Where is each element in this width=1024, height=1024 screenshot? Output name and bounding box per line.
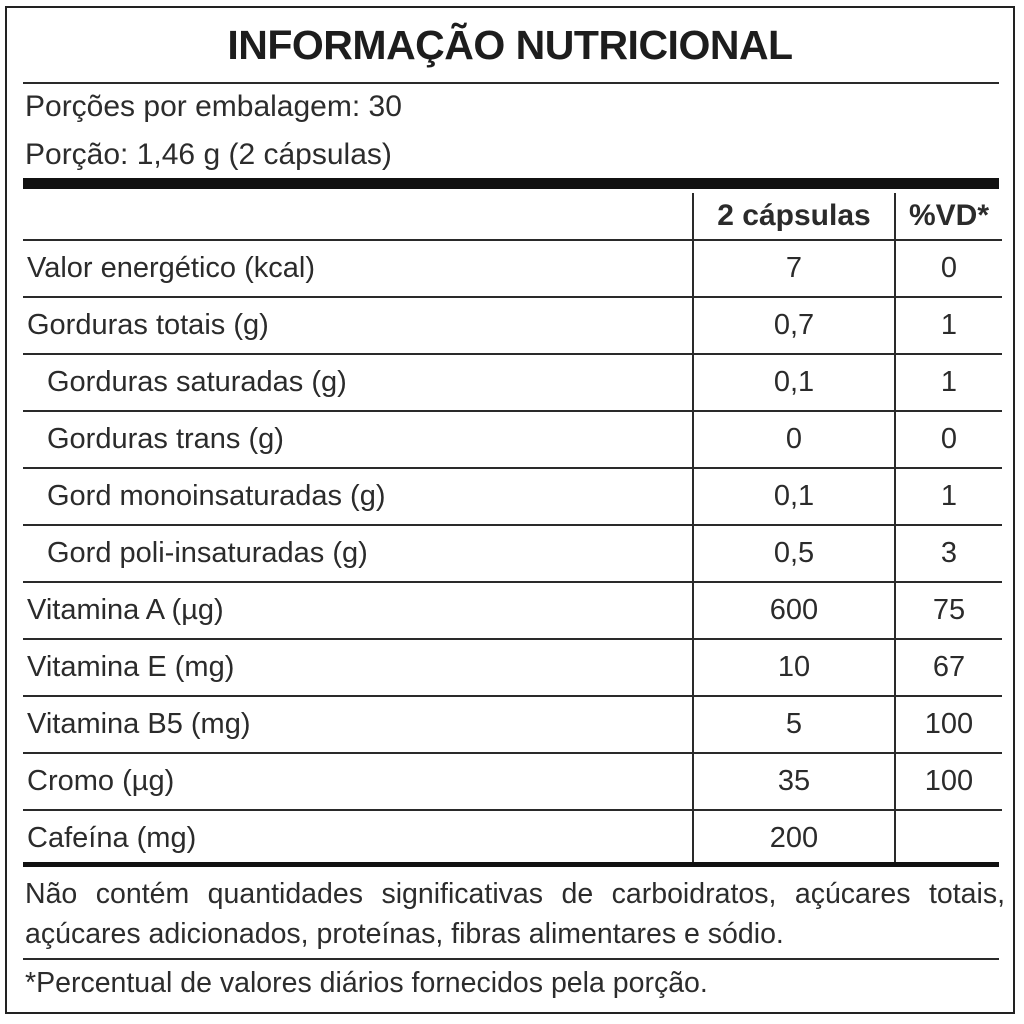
nutrient-amount: 5 bbox=[693, 696, 896, 754]
nutrient-dv: 100 bbox=[895, 753, 1002, 811]
table-row: Gorduras trans (g) 0 0 bbox=[23, 411, 1002, 469]
nutrient-label: Vitamina E (mg) bbox=[23, 639, 694, 697]
nutrient-label: Valor energético (kcal) bbox=[23, 240, 694, 298]
not-significant-note: Não contém quantidades significativas de… bbox=[25, 878, 1005, 950]
divider bbox=[23, 958, 999, 960]
header-amount: 2 cápsulas bbox=[693, 193, 896, 241]
table-row: Gorduras saturadas (g) 0,1 1 bbox=[23, 354, 1002, 412]
header-daily-value: %VD* bbox=[895, 193, 1002, 241]
table-bottom-divider bbox=[23, 862, 999, 867]
nutrient-label: Gorduras totais (g) bbox=[23, 297, 694, 355]
nutrient-amount: 7 bbox=[693, 240, 896, 298]
nutrient-dv: 1 bbox=[895, 297, 1002, 355]
nutrient-amount: 10 bbox=[693, 639, 896, 697]
nutrient-amount: 0,5 bbox=[693, 525, 896, 583]
serving-size: Porção: 1,46 g (2 cápsulas) bbox=[25, 138, 392, 171]
table-row: Vitamina E (mg) 10 67 bbox=[23, 639, 1002, 697]
nutrient-amount: 0,7 bbox=[693, 297, 896, 355]
divider bbox=[23, 82, 999, 84]
header-nutrient bbox=[23, 193, 694, 241]
nutrition-table: 2 cápsulas %VD* Valor energético (kcal) … bbox=[23, 193, 1002, 866]
nutrient-label: Cromo (µg) bbox=[23, 753, 694, 811]
nutrient-amount: 0 bbox=[693, 411, 896, 469]
nutrient-dv bbox=[895, 810, 1002, 866]
daily-value-footnote: *Percentual de valores diários fornecido… bbox=[25, 967, 708, 999]
nutrient-dv: 75 bbox=[895, 582, 1002, 640]
nutrient-label: Gord monoinsaturadas (g) bbox=[23, 468, 694, 526]
thick-divider bbox=[23, 178, 999, 189]
nutrient-label: Gorduras saturadas (g) bbox=[23, 354, 694, 412]
nutrient-label: Cafeína (mg) bbox=[23, 810, 694, 866]
nutrient-label: Gorduras trans (g) bbox=[23, 411, 694, 469]
nutrient-dv: 3 bbox=[895, 525, 1002, 583]
nutrient-amount: 600 bbox=[693, 582, 896, 640]
nutrient-dv: 1 bbox=[895, 354, 1002, 412]
table-row: Vitamina A (µg) 600 75 bbox=[23, 582, 1002, 640]
table-row: Vitamina B5 (mg) 5 100 bbox=[23, 696, 1002, 754]
nutrient-amount: 0,1 bbox=[693, 354, 896, 412]
table-row: Gord poli-insaturadas (g) 0,5 3 bbox=[23, 525, 1002, 583]
nutrient-dv: 67 bbox=[895, 639, 1002, 697]
table-row: Gord monoinsaturadas (g) 0,1 1 bbox=[23, 468, 1002, 526]
table-row: Valor energético (kcal) 7 0 bbox=[23, 240, 1002, 298]
nutrient-dv: 0 bbox=[895, 411, 1002, 469]
nutrient-label: Vitamina A (µg) bbox=[23, 582, 694, 640]
nutrient-amount: 0,1 bbox=[693, 468, 896, 526]
table-row: Cromo (µg) 35 100 bbox=[23, 753, 1002, 811]
nutrient-amount: 35 bbox=[693, 753, 896, 811]
table-header-row: 2 cápsulas %VD* bbox=[23, 193, 1002, 241]
table-row: Gorduras totais (g) 0,7 1 bbox=[23, 297, 1002, 355]
servings-per-package: Porções por embalagem: 30 bbox=[25, 90, 402, 123]
nutrient-amount: 200 bbox=[693, 810, 896, 866]
label-title: INFORMAÇÃO NUTRICIONAL bbox=[227, 22, 793, 68]
table-row: Cafeína (mg) 200 bbox=[23, 810, 1002, 866]
nutrient-dv: 1 bbox=[895, 468, 1002, 526]
nutrient-dv: 100 bbox=[895, 696, 1002, 754]
nutrition-facts-label: INFORMAÇÃO NUTRICIONAL Porções por embal… bbox=[5, 6, 1015, 1014]
nutrient-label: Gord poli-insaturadas (g) bbox=[23, 525, 694, 583]
nutrient-dv: 0 bbox=[895, 240, 1002, 298]
nutrient-label: Vitamina B5 (mg) bbox=[23, 696, 694, 754]
